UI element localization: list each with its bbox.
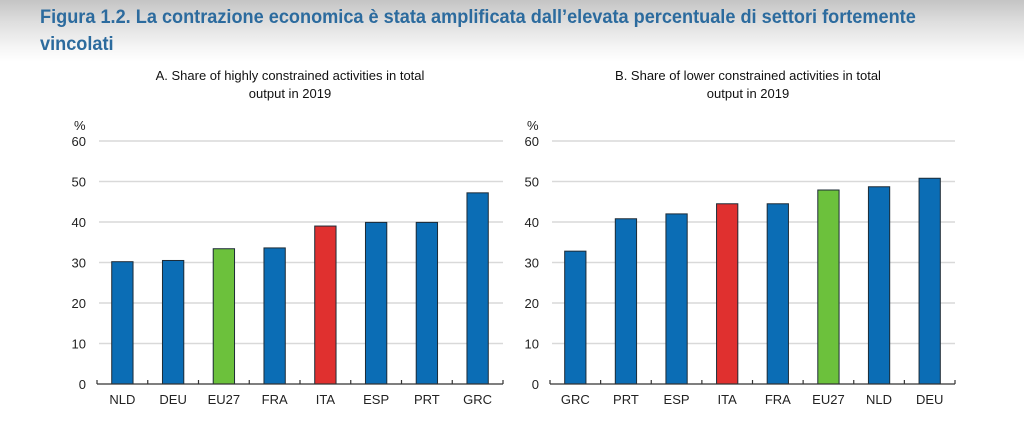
panel-a-bar-fra xyxy=(263,247,286,385)
panel-b-y-tick-label: 20 xyxy=(525,296,539,311)
panel-a-bar-ita xyxy=(314,225,337,385)
panel-a-y-tick-label: 30 xyxy=(72,256,86,271)
panel-a-bar-esp xyxy=(364,221,388,385)
panel-a-title-line-2: output in 2019 xyxy=(249,86,331,101)
panel-b-x-tick-label: ESP xyxy=(664,392,690,407)
panel-b-bar-nld xyxy=(867,186,891,385)
panel-b-bar-prt xyxy=(614,218,638,385)
panel-a-y-unit-label: % xyxy=(74,118,86,133)
panel-a-bar-nld xyxy=(111,261,134,385)
panel-a-x-tick-label: EU27 xyxy=(208,392,241,407)
panel-b-bar-deu xyxy=(918,177,941,385)
panel-b-y-tick-label: 60 xyxy=(525,134,539,149)
panel-b-bar-eu27 xyxy=(817,189,840,385)
panel-b-bar-grc xyxy=(564,250,587,385)
panel-a-y-tick-label: 60 xyxy=(72,134,86,149)
panel-a-x-tick-label: DEU xyxy=(159,392,186,407)
panel-a-bar-prt xyxy=(415,221,439,385)
panel-a-x-tick-label: FRA xyxy=(262,392,288,407)
panel-a-bar-grc xyxy=(466,192,489,385)
panel-a-bar-deu xyxy=(161,259,185,385)
panel-a-y-tick-label: 10 xyxy=(72,337,86,352)
panel-b-y-tick-label: 0 xyxy=(532,377,539,392)
panel-a-y-tick-label: 20 xyxy=(72,296,86,311)
panel-a-y-tick-label: 40 xyxy=(72,215,86,230)
panel-a-x-tick-label: PRT xyxy=(414,392,440,407)
figure-title-line-2: vincolati xyxy=(40,33,114,55)
panel-a-y-tick-label: 50 xyxy=(72,175,86,190)
panel-b-chart: B. Share of lower constrained activities… xyxy=(525,68,956,407)
panel-b-bar-esp xyxy=(665,213,688,385)
panel-b-x-tick-label: ITA xyxy=(718,392,738,407)
panel-b-title-line-1: B. Share of lower constrained activities… xyxy=(615,68,881,83)
panel-b-y-tick-label: 30 xyxy=(525,256,539,271)
panel-b-x-tick-label: EU27 xyxy=(812,392,845,407)
panel-a-bar-eu27 xyxy=(212,248,236,385)
panel-b-bar-ita xyxy=(716,203,739,385)
figure-title-line-1: Figura 1.2. La contrazione economica è s… xyxy=(40,6,916,28)
panel-a-x-tick-label: ITA xyxy=(316,392,336,407)
panel-a-x-tick-label: NLD xyxy=(109,392,135,407)
panel-b-x-tick-label: NLD xyxy=(866,392,892,407)
panel-a-x-tick-label: ESP xyxy=(363,392,389,407)
panel-b-y-tick-label: 10 xyxy=(525,337,539,352)
panel-a-x-tick-label: GRC xyxy=(463,392,492,407)
panel-b-y-tick-label: 50 xyxy=(525,175,539,190)
panel-a-title-line-1: A. Share of highly constrained activitie… xyxy=(156,68,425,83)
panel-b-y-unit-label: % xyxy=(527,118,539,133)
panel-b-title-line-2: output in 2019 xyxy=(707,86,789,101)
panel-b-x-tick-label: GRC xyxy=(561,392,590,407)
panel-a-y-tick-label: 0 xyxy=(79,377,86,392)
panel-b-x-tick-label: FRA xyxy=(765,392,791,407)
panel-b-bar-fra xyxy=(766,203,789,385)
panel-b-y-tick-label: 40 xyxy=(525,215,539,230)
figure-title: Figura 1.2. La contrazione economica è s… xyxy=(40,4,933,58)
panel-b-x-tick-label: DEU xyxy=(916,392,943,407)
panel-b-x-tick-label: PRT xyxy=(613,392,639,407)
panel-a-chart: A. Share of highly constrained activitie… xyxy=(72,68,504,407)
